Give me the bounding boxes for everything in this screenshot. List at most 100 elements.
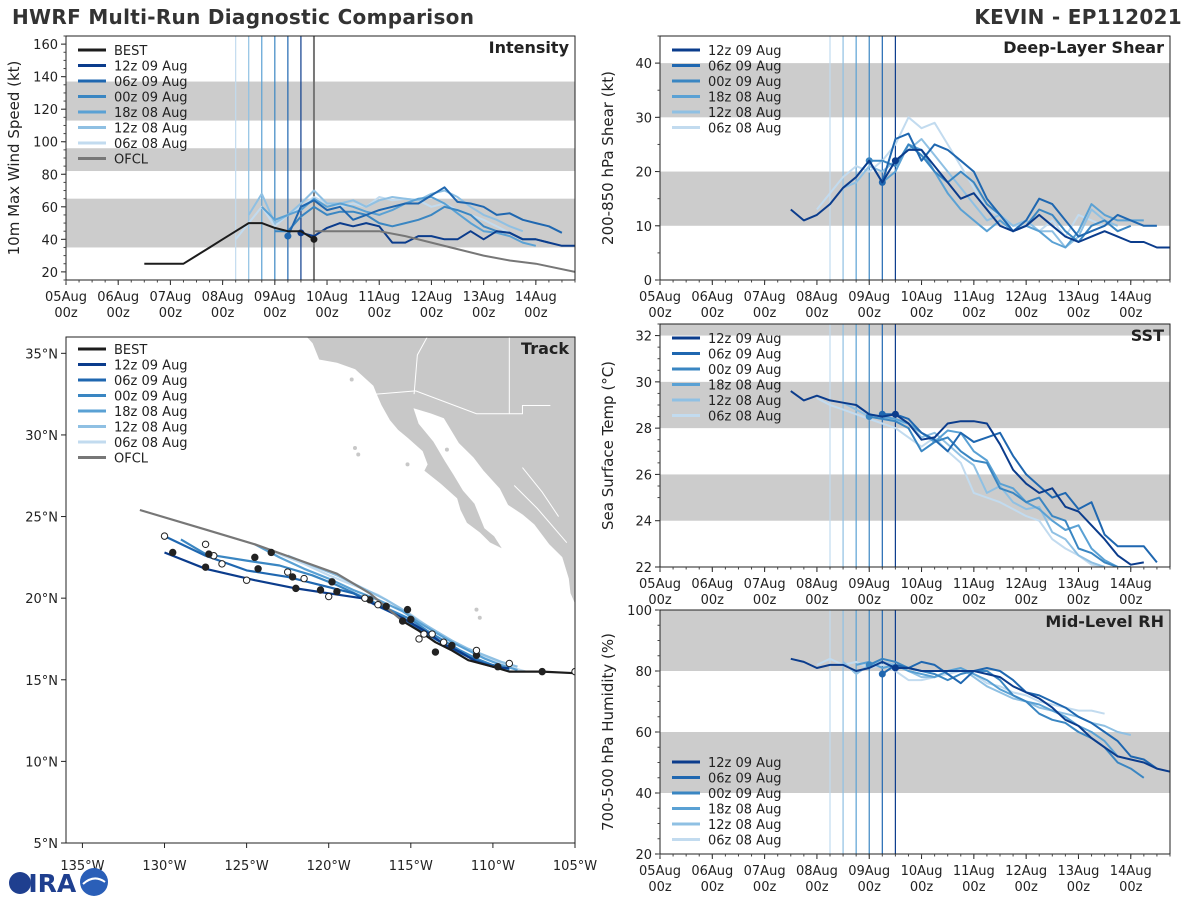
track-point-open (325, 592, 333, 601)
x-tick-label: 125°W (225, 859, 269, 874)
track-line-12z-09-aug (164, 551, 510, 670)
x-tick-label-hour: 00z (701, 880, 725, 895)
legend-label-06z-09-aug: 06z 09 Aug (708, 60, 782, 75)
plot-frame (65, 336, 576, 844)
series-group (144, 186, 575, 273)
panel-intensity: 2040608010012014016005Aug00z06Aug00z07Au… (5, 35, 576, 321)
land-island (477, 615, 482, 620)
series-line-06z-08-aug (816, 116, 1105, 238)
x-tick-label-hour: 00z (1119, 593, 1143, 608)
x-tick-label-day: 05Aug (639, 864, 681, 879)
init-marker-06z-09-aug (284, 232, 292, 240)
land-island (349, 377, 354, 382)
x-tick-label-day: 10Aug (901, 577, 943, 592)
init-marker-12z-09-aug (891, 157, 899, 165)
legend-label-06z-08-aug: 06z 08 Aug (114, 137, 188, 152)
y-tick-label: 60 (41, 201, 58, 216)
panel-track: 135°W 130°W 125°W 120°W 115°W 110°W 105°W5°N10… (25, 336, 597, 874)
x-tick-label-day: 14Aug (515, 290, 557, 305)
series-line-best (144, 222, 315, 265)
track-point-filled (448, 641, 456, 650)
x-tick-label-hour: 00z (211, 306, 235, 321)
track-point-open (505, 659, 514, 668)
y-tick-label: 20°N (25, 592, 58, 607)
x-tick-label-day: 12Aug (1005, 290, 1047, 305)
x-tick-label-hour: 00z (368, 306, 392, 321)
x-tick-label-day: 09Aug (254, 290, 296, 305)
page-title: HWRF Multi-Run Diagnostic Comparison (12, 5, 475, 29)
track-point-open (361, 594, 369, 602)
track-point-open (300, 574, 308, 583)
y-tick-label: 100 (33, 136, 58, 151)
x-tick-label-hour: 00z (54, 306, 78, 321)
y-tick-label: 60 (635, 726, 652, 741)
series-group (790, 116, 1170, 249)
track-point-open (160, 532, 169, 540)
legend-label-06z-09-aug: 06z 09 Aug (114, 374, 188, 389)
x-tick-label-hour: 00z (753, 880, 777, 895)
legend-label-12z-09-aug: 12z 09 Aug (114, 60, 188, 75)
x-tick-label-hour: 00z (962, 880, 986, 895)
x-tick-label-day: 06Aug (691, 577, 733, 592)
legend-label-12z-08-aug: 12z 08 Aug (708, 818, 782, 833)
plot-frame (659, 35, 1171, 281)
track-line-00z-09-aug (180, 538, 510, 672)
x-tick-label-hour: 00z (1067, 593, 1091, 608)
x-tick-label-day: 07Aug (744, 864, 786, 879)
shaded-band (660, 171, 1170, 226)
x-tick-label-day: 09Aug (848, 577, 890, 592)
x-tick-label-hour: 00z (753, 593, 777, 608)
y-tick-label: 80 (635, 665, 652, 680)
legend-label-06z-09-aug: 06z 09 Aug (708, 348, 782, 363)
panel-rh: 2040608010005Aug00z06Aug00z07Aug00z08Aug… (599, 604, 1171, 895)
x-tick-label-day: 10Aug (306, 290, 348, 305)
x-tick-label-hour: 00z (420, 306, 444, 321)
shaded-band (66, 81, 575, 121)
shaded-band (660, 324, 1170, 336)
y-tick-label: 20 (41, 266, 58, 281)
series-line-06z-09-aug (881, 660, 1158, 770)
series-line-12z-08-aug (247, 189, 524, 233)
y-tick-label: 160 (33, 38, 58, 53)
y-tick-label: 40 (41, 233, 58, 248)
x-tick-label-hour: 00z (805, 593, 829, 608)
x-tick-label-day: 05Aug (45, 290, 87, 305)
y-axis-label: 10m Max Wind Speed (kt) (5, 61, 23, 256)
shaded-band (660, 474, 1170, 521)
legend-label-12z-08-aug: 12z 08 Aug (708, 106, 782, 121)
x-tick-label-hour: 00z (524, 306, 548, 321)
y-tick-label: 20 (635, 848, 652, 863)
panel-sst: 22242628303205Aug00z06Aug00z07Aug00z08Au… (599, 323, 1171, 608)
series-line-06z-09-aug (286, 186, 563, 237)
cira-logo-globe (9, 872, 31, 894)
init-marker-12z-09-aug (891, 410, 899, 418)
x-tick-label-day: 06Aug (691, 864, 733, 879)
x-tick-label-hour: 00z (805, 880, 829, 895)
legend-label-best: BEST (114, 343, 147, 358)
legend-label-18z-08-aug: 18z 08 Aug (708, 91, 782, 106)
track-point-open (201, 540, 210, 548)
y-tick-label: 26 (635, 468, 652, 483)
land-island (474, 607, 479, 612)
x-tick-label: 115°W (389, 859, 433, 874)
series-line-12z-08-aug (842, 138, 1119, 249)
x-tick-label-day: 07Aug (149, 290, 191, 305)
track-point-filled (328, 578, 336, 586)
x-tick-label-hour: 00z (962, 306, 986, 321)
series-line-06z-08-aug (816, 397, 1105, 567)
track-point-open (283, 568, 292, 576)
track-line-ofcl (139, 508, 404, 622)
x-tick-label-hour: 00z (263, 306, 287, 321)
track-point-open (374, 600, 382, 609)
track-point-filled (494, 663, 502, 671)
x-tick-label-hour: 00z (315, 306, 339, 321)
x-tick-label-day: 07Aug (744, 290, 786, 305)
legend-label-06z-08-aug: 06z 08 Aug (708, 834, 782, 849)
x-tick-label-day: 11Aug (953, 577, 995, 592)
csu-logo-swoosh (82, 877, 106, 885)
x-tick-label-day: 14Aug (1110, 577, 1152, 592)
track-point-open (420, 630, 428, 638)
state-border (376, 390, 551, 415)
y-tick-label: 32 (635, 330, 652, 345)
